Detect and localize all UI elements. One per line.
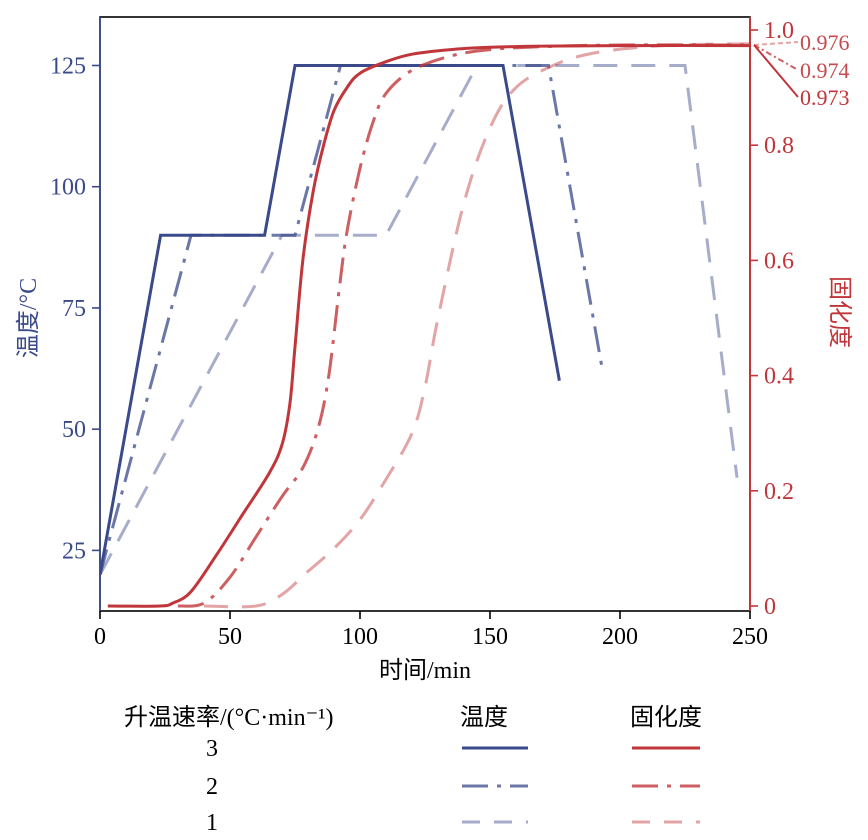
temperature-line-rate-3 [100, 64, 561, 575]
x-axis-label: 时间/min [379, 657, 471, 684]
y-right-tick-label: 0 [764, 594, 776, 620]
cure-final-label: 0.974 [800, 58, 850, 83]
cure-final-leader [753, 44, 799, 98]
cure-curve-rate-3 [107, 44, 750, 608]
series-layer [100, 42, 750, 609]
y-right-tick-label: 0.4 [764, 364, 794, 390]
y-right-tick-label: 1.0 [764, 18, 794, 44]
y-right-tick-label: 0.8 [764, 133, 794, 159]
y-left-tick-label: 100 [50, 175, 86, 201]
legend-rate-label: 2 [206, 774, 218, 800]
cure-final-leader [753, 41, 799, 46]
legend-rate-label: 1 [206, 810, 218, 836]
cure-final-label: 0.973 [800, 85, 850, 110]
legend-rate-label: 3 [206, 736, 218, 762]
cure-curve-rate-2 [177, 43, 750, 608]
x-tick-label: 50 [218, 624, 242, 650]
cure-final-leader [753, 44, 799, 71]
cure-curve-rate-1 [203, 42, 750, 609]
legend-cure-label: 固化度 [630, 704, 702, 731]
y-left-tick-label: 125 [50, 53, 86, 79]
x-tick-label: 250 [732, 624, 768, 650]
temperature-line-rate-1 [100, 64, 739, 576]
legend-temperature-label: 温度 [460, 704, 508, 731]
y-right-tick-label: 0.6 [764, 248, 794, 274]
plot-frame [99, 16, 751, 612]
x-tick-label: 100 [342, 624, 378, 650]
y-right-tick-label: 0.2 [764, 479, 794, 505]
legend: 升温速率/(°C·min⁻¹) 温度 固化度 3 2 1 [124, 704, 702, 836]
legend-header: 升温速率/(°C·min⁻¹) [124, 704, 333, 731]
y-left-tick-label: 75 [62, 296, 86, 322]
y-left-tick-label: 50 [62, 417, 86, 443]
x-tick-label: 0 [94, 624, 106, 650]
temperature-line-rate-2 [100, 64, 605, 575]
y-axis-right-label: 固化度 [826, 276, 853, 348]
x-tick-label: 200 [602, 624, 638, 650]
cure-final-label: 0.976 [800, 30, 850, 55]
y-left-tick-label: 25 [62, 538, 86, 564]
y-axis-left-label: 温度/°C [15, 278, 42, 358]
x-tick-label: 150 [472, 624, 508, 650]
axes-layer: 0 50 100 150 200 250 25 50 75 100 125 0 0.2 0.4 0.6 0.8… [50, 17, 850, 650]
